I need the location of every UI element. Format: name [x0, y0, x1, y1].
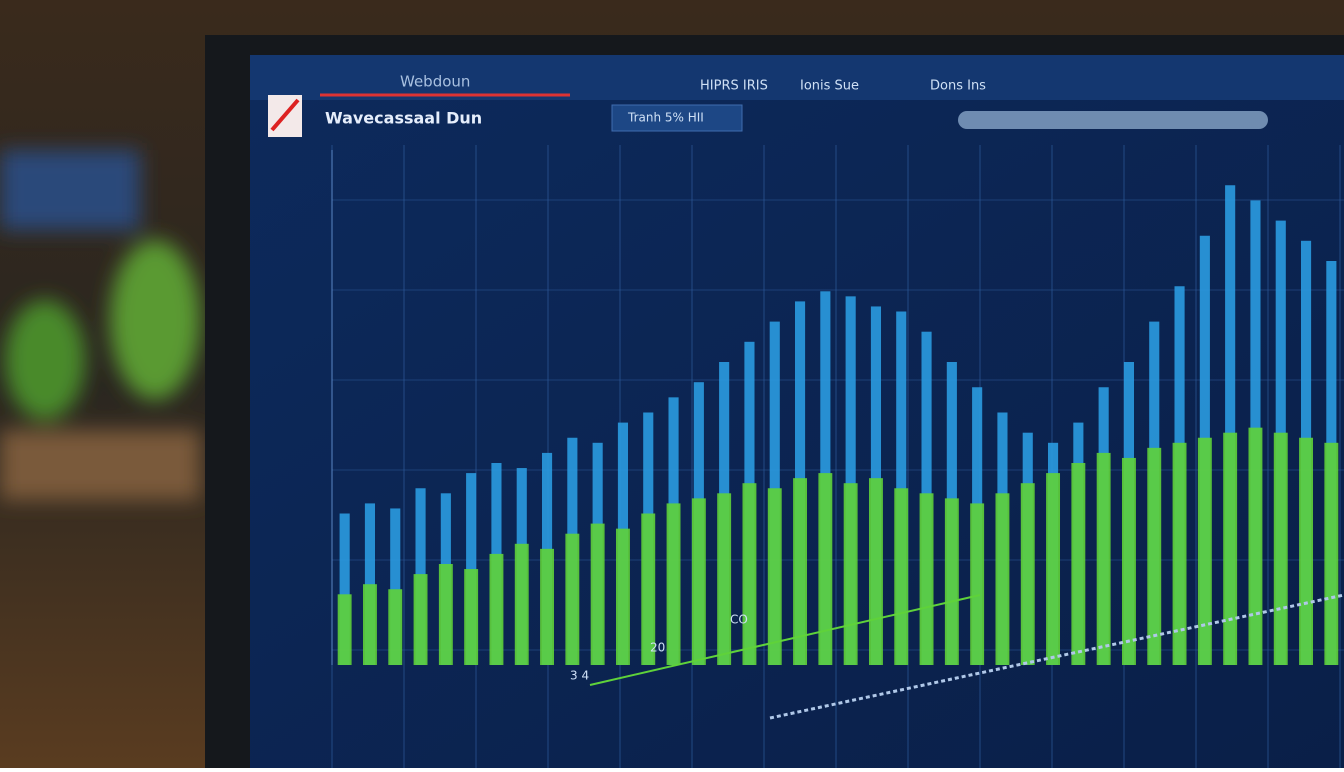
- annotation: CO: [730, 613, 748, 627]
- bar: [818, 473, 833, 665]
- bar: [1147, 447, 1162, 665]
- bar: [1248, 427, 1263, 665]
- menu-item: Dons Ins: [930, 79, 986, 94]
- bar: [845, 296, 856, 665]
- bar: [793, 478, 808, 665]
- bar: [666, 503, 681, 665]
- bar: [1096, 452, 1111, 665]
- slider[interactable]: [958, 111, 1268, 129]
- trend-line: [589, 594, 981, 686]
- bar: [1020, 483, 1035, 665]
- bar: [390, 508, 401, 665]
- bar: [565, 533, 580, 665]
- annotation: 3 4: [570, 669, 589, 683]
- bar: [438, 564, 453, 665]
- bar: [641, 513, 656, 665]
- bar: [717, 493, 732, 665]
- bar: [1046, 473, 1061, 665]
- search-box[interactable]: [611, 104, 743, 132]
- bar: [388, 589, 403, 665]
- bar: [1197, 437, 1212, 665]
- bar: [540, 548, 555, 665]
- bar: [1299, 437, 1314, 665]
- bar: [767, 488, 782, 665]
- bar: [1172, 442, 1187, 665]
- search-text: Tranh 5% HII: [627, 111, 704, 125]
- bar: [590, 523, 605, 665]
- subtitle: Wavecassaal Dun: [325, 109, 482, 128]
- bar: [464, 569, 479, 665]
- bar: [868, 478, 883, 665]
- bar: [894, 488, 909, 665]
- bar: [489, 553, 504, 665]
- bar: [1121, 457, 1136, 665]
- logo-mark: [270, 98, 300, 132]
- bar: [1324, 442, 1339, 665]
- bar: [944, 498, 959, 665]
- bar: [970, 503, 985, 665]
- bar: [362, 584, 377, 665]
- annotation: 20: [650, 641, 665, 655]
- bar: [691, 498, 706, 665]
- bar: [337, 594, 352, 665]
- blurred-room: [0, 150, 200, 500]
- menu-item: Ionis Sue: [800, 79, 859, 94]
- bar: [843, 483, 858, 665]
- bar: [1071, 463, 1086, 665]
- bar: [995, 493, 1010, 665]
- chart: CO 20 3 4: [331, 145, 1344, 768]
- bar: [339, 513, 350, 665]
- bar: [919, 493, 934, 665]
- bar: [742, 483, 757, 665]
- top-bar: [250, 55, 1344, 100]
- bar: [1225, 185, 1236, 665]
- app-title: Webdoun: [400, 73, 470, 91]
- menu-item: HIPRS IRIS: [700, 79, 768, 94]
- bar: [1223, 432, 1238, 665]
- bar: [1273, 432, 1288, 665]
- bar: [615, 528, 630, 665]
- bar: [514, 543, 529, 665]
- bar: [413, 574, 428, 665]
